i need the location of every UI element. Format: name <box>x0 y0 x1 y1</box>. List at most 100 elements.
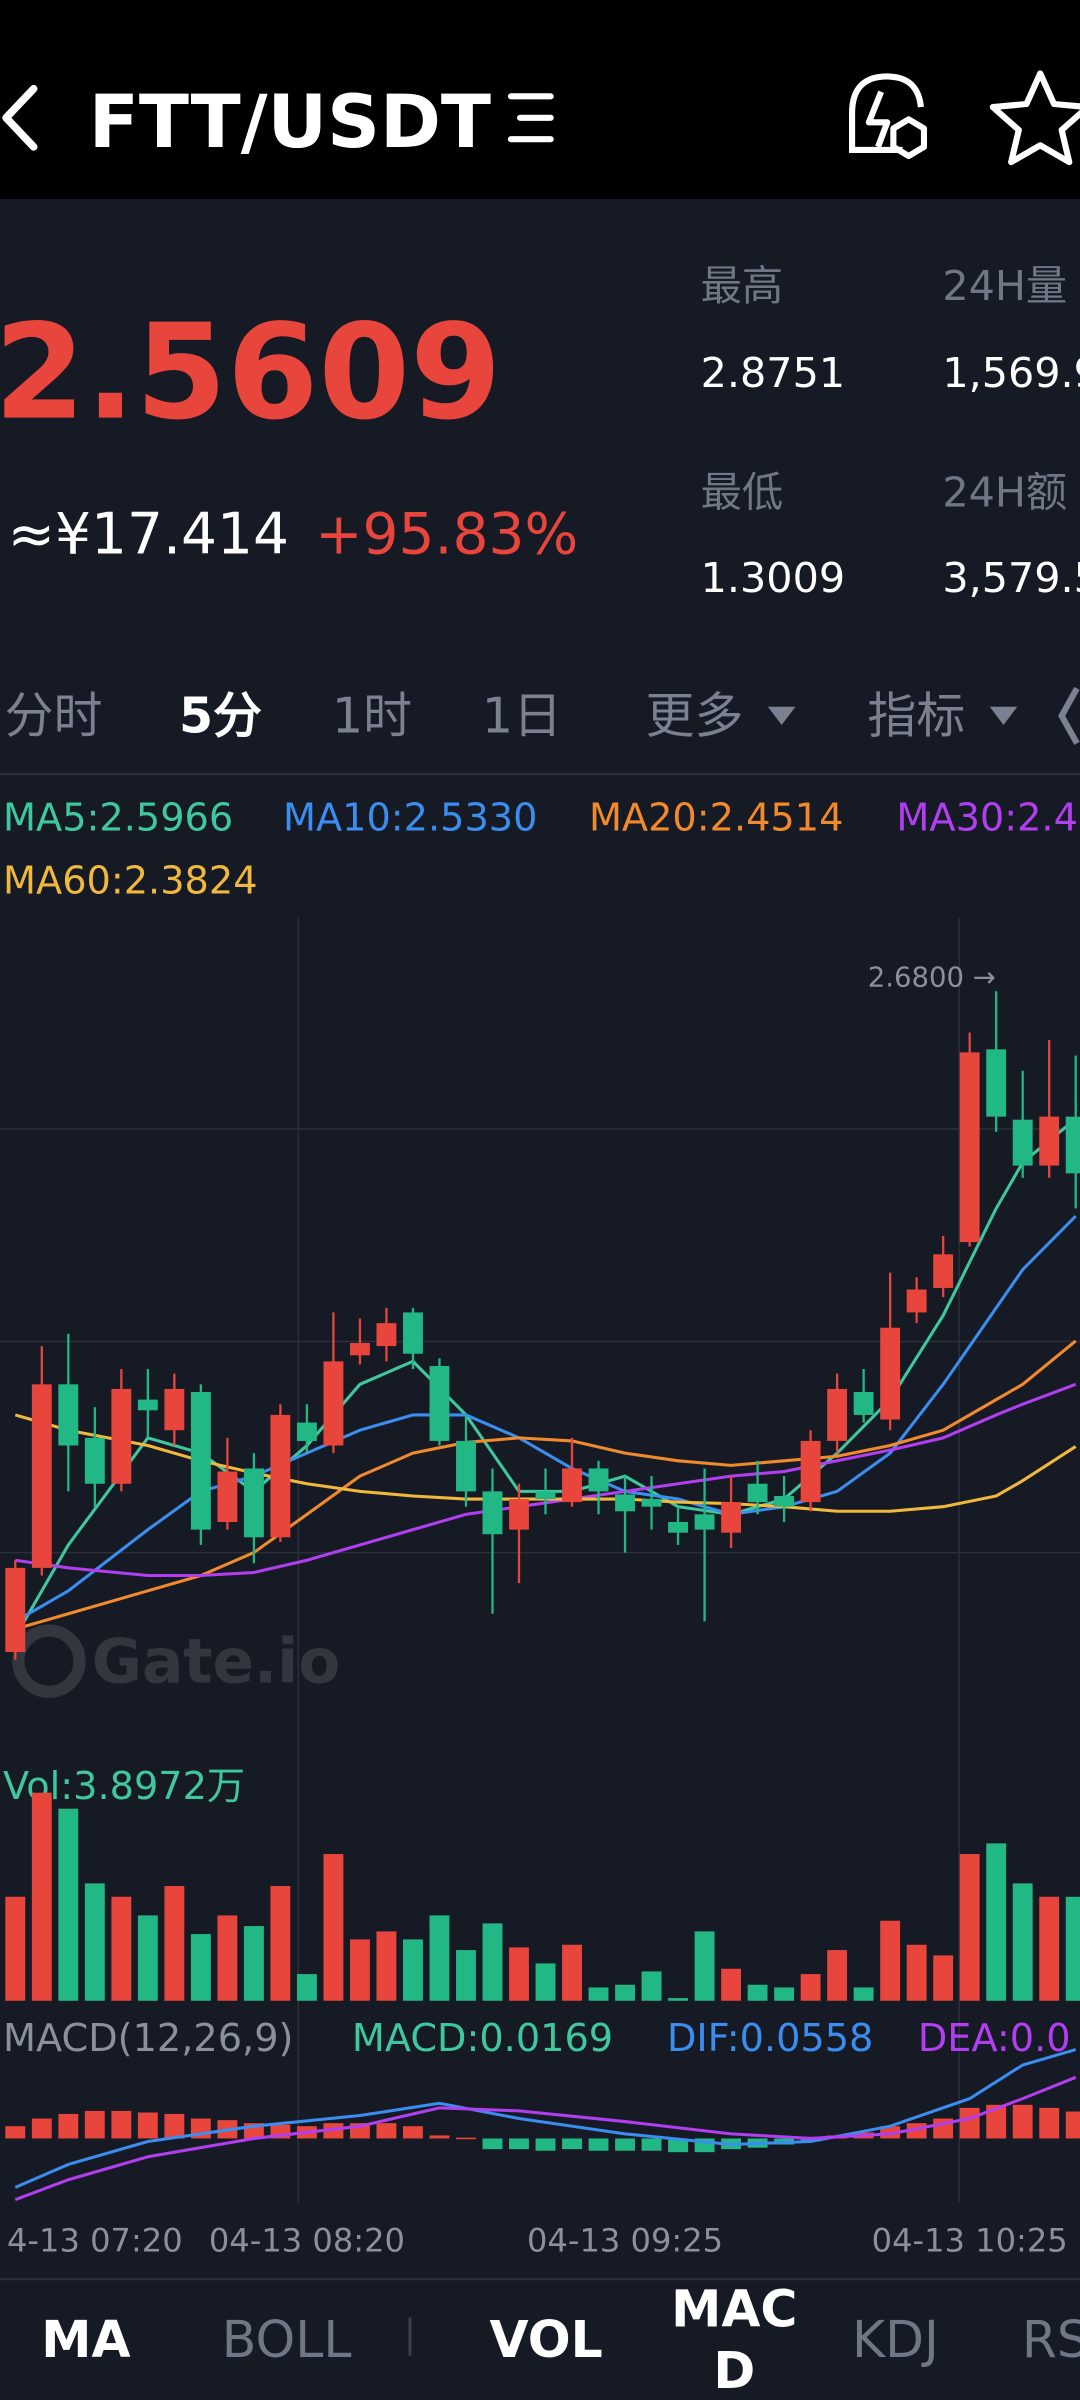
volume-bar <box>880 1920 901 2001</box>
macd-bar <box>164 2113 185 2139</box>
more-tab[interactable]: 更多 <box>646 688 744 745</box>
volume-bar <box>774 1987 795 2001</box>
max-price-label: 2.6800 → <box>868 962 996 994</box>
macd-bar <box>5 2126 26 2139</box>
candle-body <box>31 1384 52 1568</box>
macd-bar <box>588 2138 609 2151</box>
dropdown-caret <box>767 706 796 726</box>
candle-body <box>747 1483 768 1503</box>
chart-layer: MA5:2.5966 MA10:2.5330 MA20:2.4514 MA30:2.4… <box>3 797 1080 2260</box>
volume-bar <box>747 1984 768 2001</box>
legend-entry: MA5:2.5966 <box>3 797 233 841</box>
macd-bar <box>31 2118 52 2139</box>
macd-bar <box>1039 2107 1060 2139</box>
indicator-tab[interactable]: 指标 <box>867 688 965 745</box>
x-tick-label: 04-13 10:25 <box>872 2222 1068 2260</box>
volume-bar <box>349 1939 370 2001</box>
cny-price: ≈¥17.414 <box>8 502 289 568</box>
candle-body <box>721 1502 742 1533</box>
macd-bar <box>429 2135 450 2139</box>
stat-value: 3,579.5 <box>942 554 1080 602</box>
volume-bar <box>243 1926 264 2001</box>
volume-bar <box>1012 1883 1033 2001</box>
volume-bar <box>164 1886 185 2001</box>
volume-bar <box>668 1998 689 2001</box>
macd-bar <box>509 2138 529 2150</box>
volume-bar <box>535 1963 556 2001</box>
indicator-option[interactable]: MA <box>41 2310 130 2369</box>
candle-body <box>986 1049 1007 1117</box>
stat-label: 24H量 <box>942 262 1067 310</box>
candle-body <box>456 1440 476 1492</box>
candle-body <box>800 1440 821 1503</box>
candle-body <box>376 1323 397 1347</box>
volume-bar <box>5 1896 26 2001</box>
volume-bar <box>296 1974 317 2001</box>
macd-bar <box>137 2112 158 2139</box>
back-button[interactable] <box>2 84 38 151</box>
macd-bar <box>1012 2104 1033 2139</box>
macd-line <box>14 2075 1077 2202</box>
volume-bar <box>482 1923 503 2001</box>
candle-body <box>906 1289 927 1313</box>
macd-bar <box>668 2138 689 2153</box>
watermark-text: Gate.io <box>92 1627 340 1698</box>
candle-body <box>270 1414 291 1538</box>
volume-bar <box>721 1968 742 2001</box>
volume-bar <box>588 1987 609 2001</box>
volume-bar <box>456 1950 476 2001</box>
candle-body <box>482 1491 503 1535</box>
macd-bar <box>376 2123 397 2139</box>
volume-bar <box>641 1971 662 2001</box>
legend-entry: DIF:0.0558 <box>667 2017 873 2061</box>
macd-bar <box>562 2138 582 2150</box>
interval-tab[interactable]: 1时 <box>332 688 412 745</box>
dropdown-caret <box>989 706 1018 726</box>
candle-body <box>323 1361 344 1446</box>
indicator-option[interactable]: BOLL <box>222 2310 352 2369</box>
indicator-option[interactable]: RS <box>1022 2310 1080 2369</box>
candle-body <box>774 1495 795 1507</box>
interval-tab[interactable]: 1日 <box>482 688 562 745</box>
macd-bar <box>482 2138 503 2150</box>
interval-tab[interactable]: 分时 <box>5 688 103 745</box>
volume-bar <box>190 1934 211 2001</box>
candle-body <box>588 1468 609 1492</box>
legend-entry: MA20:2.4514 <box>589 797 843 841</box>
stat-value: 2.8751 <box>701 349 846 397</box>
candle-body <box>615 1494 635 1512</box>
volume-bar <box>933 1955 954 2001</box>
stat-label: 最高 <box>701 262 784 310</box>
alert-icon[interactable] <box>849 73 928 160</box>
macd-bar <box>535 2138 556 2151</box>
stat-label: 24H额 <box>942 468 1067 516</box>
indicator-option[interactable]: MACD <box>671 2279 798 2400</box>
stat-value: 1,569.9 <box>942 349 1080 397</box>
volume-bar <box>376 1931 397 2001</box>
volume-bar <box>562 1944 582 2001</box>
last-price: 2.5609 <box>0 297 502 450</box>
macd-bar <box>111 2110 132 2139</box>
volume-bar <box>906 1944 927 2001</box>
x-tick-label: 04-13 09:25 <box>527 2222 723 2260</box>
volume-bar <box>217 1915 238 2001</box>
pair-title: FTT/USDT <box>89 80 491 165</box>
indicator-option[interactable]: KDJ <box>852 2310 939 2369</box>
indicator-option[interactable]: VOL <box>490 2310 603 2369</box>
candle-body <box>84 1437 105 1484</box>
volume-bar <box>31 1792 52 2001</box>
volume-bar <box>323 1854 344 2001</box>
volume-bar <box>137 1915 158 2001</box>
candle-body <box>827 1388 848 1441</box>
volume-bar <box>509 1947 529 2001</box>
x-tick-label: 04-13 08:20 <box>209 2222 405 2260</box>
legend-entry: MA30:2.4 <box>896 797 1077 841</box>
candle-body <box>296 1422 317 1441</box>
favorite-star[interactable] <box>989 70 1080 166</box>
candle-body <box>429 1365 450 1441</box>
collapse-arrow[interactable] <box>1058 686 1080 745</box>
pair-menu-icon[interactable] <box>507 93 554 143</box>
interval-tab[interactable]: 5分 <box>179 688 262 745</box>
candle-body <box>853 1391 874 1415</box>
